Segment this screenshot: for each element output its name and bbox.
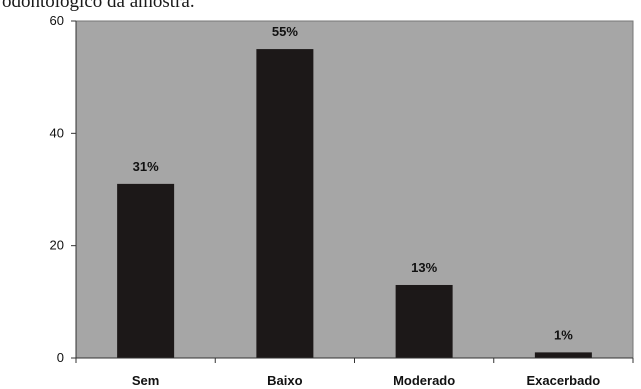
y-axis: 0 20 40 60 bbox=[50, 13, 76, 365]
x-axis: Sem Baixo Moderado Exacerbado bbox=[75, 358, 634, 388]
category-label: Moderado bbox=[393, 373, 455, 388]
category-label: Exacerbado bbox=[527, 373, 601, 388]
y-tick-label: 20 bbox=[50, 238, 64, 253]
bar-baixo bbox=[256, 49, 314, 358]
data-label: 1% bbox=[554, 327, 573, 342]
bar-sem bbox=[117, 183, 175, 358]
caption-text: odontológico da amostra. bbox=[2, 0, 195, 12]
category-label: Sem bbox=[132, 373, 159, 388]
bar-exacerbado bbox=[534, 352, 592, 358]
y-tick-label: 0 bbox=[57, 350, 64, 365]
y-tick-label: 40 bbox=[50, 125, 64, 140]
y-tick-label: 60 bbox=[50, 13, 64, 28]
data-label: 31% bbox=[133, 159, 159, 174]
bars-group: 31% 55% 13% 1% bbox=[117, 24, 592, 358]
data-label: 13% bbox=[411, 260, 437, 275]
bar-moderado bbox=[395, 284, 453, 358]
data-label: 55% bbox=[272, 24, 298, 39]
category-label: Baixo bbox=[267, 373, 302, 388]
